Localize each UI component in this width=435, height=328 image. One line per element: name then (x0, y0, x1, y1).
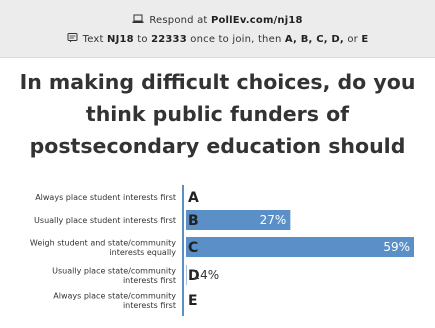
category-label: Weigh student and state/community (30, 238, 176, 247)
category-label: Always place student interests first (35, 193, 176, 202)
join-instructions-banner: Respond at PollEv.com/nj18 Text NJ18 to … (0, 0, 435, 58)
last-answer-letter: E (361, 34, 369, 45)
category-label: Usually place student interests first (34, 216, 176, 225)
bar-value-label: 59% (383, 240, 410, 254)
or-word: or (347, 34, 358, 45)
answer-letters: A, B, C, D, (284, 34, 344, 45)
bar-letter: E (188, 293, 198, 309)
bar-letter: A (188, 190, 199, 206)
poll-question: In making difficult choices, do you thin… (19, 70, 416, 158)
respond-url[interactable]: PollEv.com/nj18 (210, 15, 303, 26)
bar (186, 265, 187, 285)
bar-letter: C (188, 240, 198, 256)
text-prefix: Text (82, 34, 104, 45)
laptop-icon (132, 14, 144, 23)
bar-value-label: 27% (260, 213, 287, 227)
category-label: interests first (123, 276, 176, 285)
bar-value-label: 14% (193, 268, 220, 282)
respond-line: Respond at PollEv.com/nj18 (0, 14, 435, 26)
bar (186, 237, 414, 257)
join-text: once to join, then (190, 34, 282, 45)
sms-number: 22333 (151, 34, 187, 45)
bar-letter: D (188, 268, 200, 284)
poll-code: NJ18 (107, 34, 134, 45)
category-label: interests equally (109, 248, 176, 257)
bar (186, 210, 291, 230)
bar-letter: B (188, 213, 199, 229)
to-word: to (137, 34, 148, 45)
category-label: Usually place state/community (52, 266, 176, 275)
category-label: Always place state/community (53, 291, 176, 300)
respond-prefix: Respond at (149, 15, 208, 26)
category-label: interests first (123, 301, 176, 310)
sms-icon (67, 33, 78, 43)
text-line: Text NJ18 to 22333 once to join, then A,… (0, 33, 435, 45)
